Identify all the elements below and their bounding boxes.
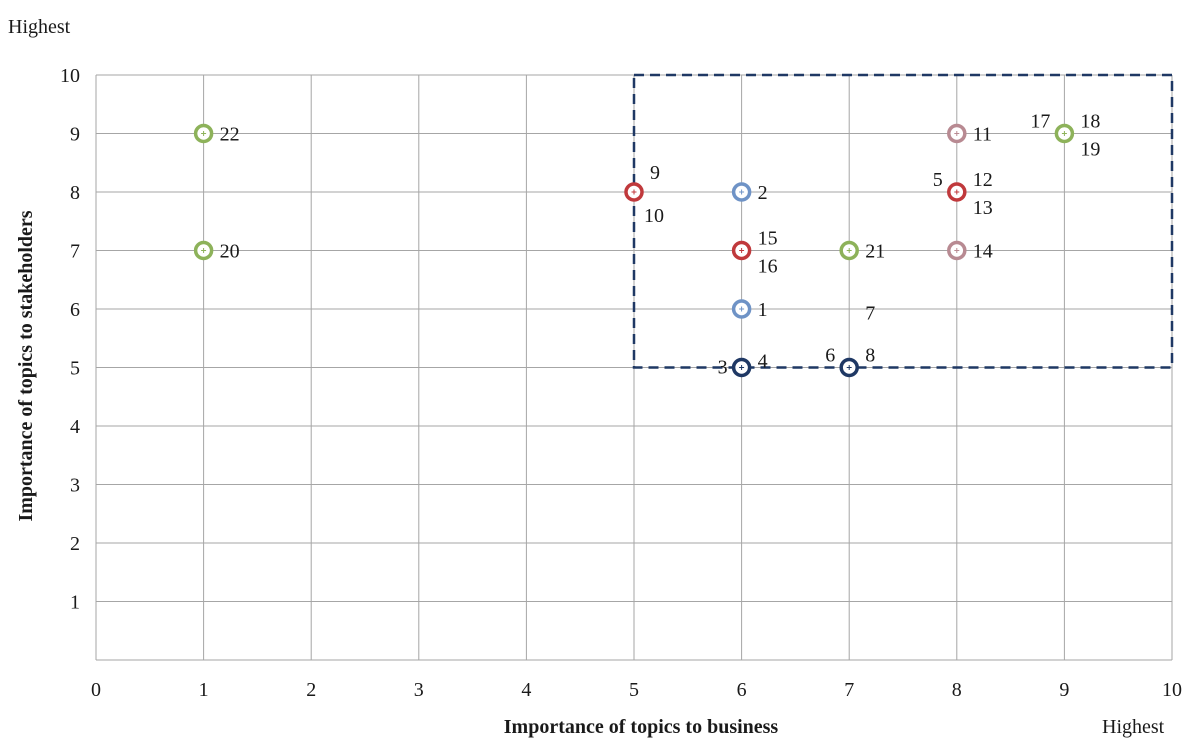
data-point-label: 9 — [650, 162, 660, 184]
data-point-label: 8 — [865, 345, 875, 367]
y-tick-label: 4 — [70, 416, 80, 438]
x-tick-label: 6 — [737, 679, 747, 701]
data-point-label: 16 — [758, 256, 778, 278]
data-point-label: 5 — [933, 169, 943, 191]
y-axis-title: Importance of topics to stakeholders — [15, 210, 37, 521]
data-point-label: 12 — [973, 169, 993, 191]
data-point-label: 6 — [825, 345, 835, 367]
x-tick-labels: 0 1 2 3 4 5 6 7 8 9 10 — [91, 679, 1182, 701]
data-point-label: 10 — [644, 205, 664, 227]
x-tick-label: 2 — [306, 679, 316, 701]
x-tick-label: 1 — [199, 679, 209, 701]
y-tick-label: 8 — [70, 182, 80, 204]
data-point-label: 3 — [718, 357, 728, 379]
data-point-label: 14 — [973, 241, 993, 263]
data-point-label: 22 — [220, 124, 240, 146]
data-point-label: 13 — [973, 197, 993, 219]
y-tick-labels: 1 2 3 4 5 6 7 8 9 10 — [60, 65, 80, 614]
data-point-label: 2 — [758, 182, 768, 204]
x-corner-label: Highest — [1102, 716, 1165, 738]
data-point-label: 4 — [758, 351, 768, 373]
data-point-label: 18 — [1080, 111, 1100, 133]
y-tick-label: 1 — [70, 592, 80, 614]
x-tick-label: 10 — [1162, 679, 1182, 701]
x-tick-label: 8 — [952, 679, 962, 701]
x-tick-label: 5 — [629, 679, 639, 701]
data-point-label: 17 — [1030, 111, 1050, 133]
y-tick-label: 3 — [70, 475, 80, 497]
data-point-label: 20 — [220, 241, 240, 263]
x-axis-title: Importance of topics to business — [504, 716, 779, 738]
y-corner-label: Highest — [8, 16, 71, 38]
x-tick-label: 4 — [521, 679, 531, 701]
data-point-label: 11 — [973, 124, 992, 146]
y-tick-label: 5 — [70, 358, 80, 380]
y-tick-label: 2 — [70, 533, 80, 555]
data-point-label: 1 — [758, 299, 768, 321]
data-points — [193, 123, 1075, 378]
y-tick-label: 7 — [70, 241, 80, 263]
data-point-label: 21 — [865, 241, 885, 263]
x-tick-label: 3 — [414, 679, 424, 701]
data-point-label: 19 — [1080, 139, 1100, 161]
y-tick-label: 6 — [70, 299, 80, 321]
y-tick-label: 9 — [70, 124, 80, 146]
y-tick-label: 10 — [60, 65, 80, 87]
x-tick-label: 7 — [844, 679, 854, 701]
x-tick-label: 0 — [91, 679, 101, 701]
x-tick-label: 9 — [1059, 679, 1069, 701]
data-point-label: 7 — [865, 303, 875, 325]
data-point-label: 15 — [758, 228, 778, 250]
